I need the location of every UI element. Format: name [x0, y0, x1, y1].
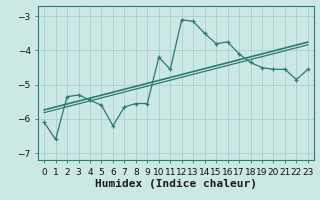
X-axis label: Humidex (Indice chaleur): Humidex (Indice chaleur): [95, 179, 257, 189]
